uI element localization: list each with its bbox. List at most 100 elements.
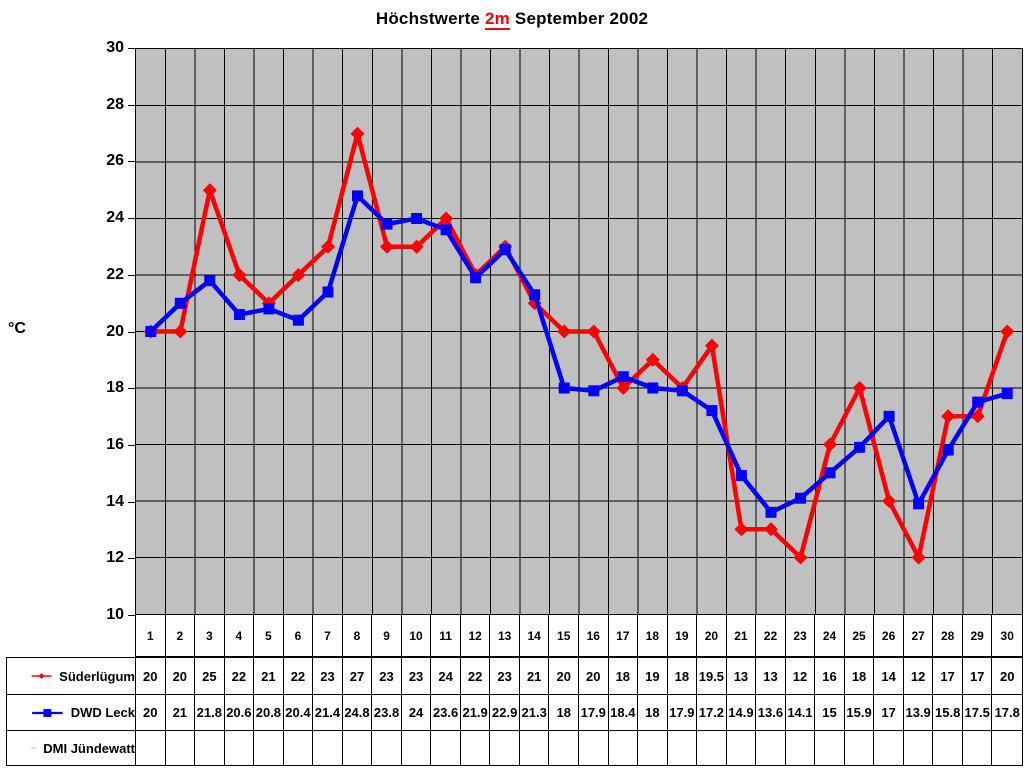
table-value-cell xyxy=(756,731,786,765)
table-value-cell xyxy=(284,731,314,765)
x-axis-day-row: 1 2 3 4 5 6 7 8 9 10 11 12 13 14 15 16 17 18 19 20 21 22 23 24 2… xyxy=(135,614,1023,657)
legend-series-name: DMI Jündewatt xyxy=(43,740,135,756)
table-value-cell xyxy=(520,731,550,765)
table-value-cell xyxy=(697,731,727,765)
y-tick-mark xyxy=(128,615,136,616)
table-value-cell xyxy=(490,731,520,765)
x-tick-label: 8 xyxy=(343,615,373,656)
x-tick-label: 10 xyxy=(402,615,432,656)
table-value-cell: 21.3 xyxy=(519,695,550,731)
x-tick-label: 21 xyxy=(727,615,757,656)
table-value-cell: 22 xyxy=(283,658,314,695)
table-value-cell: 25 xyxy=(195,658,225,695)
x-tick-label: 20 xyxy=(697,615,727,656)
y-tick-mark xyxy=(128,332,136,333)
table-value-cell xyxy=(815,731,845,765)
table-value-cell: 21.9 xyxy=(460,695,491,731)
table-value-cell: 23 xyxy=(372,658,402,695)
table-value-cell: 20 xyxy=(992,658,1022,695)
y-tick-label: 30 xyxy=(106,39,124,56)
y-tick-label: 24 xyxy=(106,209,124,226)
table-value-cell: 23 xyxy=(313,658,343,695)
table-value-cell: 20.8 xyxy=(254,695,284,731)
y-tick-mark xyxy=(128,218,136,219)
y-tick-label: 12 xyxy=(106,549,124,566)
table-value-cell: 24 xyxy=(431,658,461,695)
y-tick-mark xyxy=(128,502,136,503)
table-value-cell: 17.8 xyxy=(992,695,1022,731)
x-tick-label: 9 xyxy=(372,615,402,656)
table-value-cell xyxy=(461,731,491,765)
y-tick-label: 28 xyxy=(106,96,124,113)
table-value-cell: 19 xyxy=(638,658,668,695)
legend-series-name: DWD Leck xyxy=(70,705,135,720)
table-value-cell: 18 xyxy=(638,695,668,731)
series-square xyxy=(145,190,1013,518)
table-value-cell: 20.4 xyxy=(283,695,314,731)
x-tick-label: 11 xyxy=(431,615,461,656)
x-tick-label: 22 xyxy=(756,615,786,656)
table-value-cell: 21 xyxy=(165,695,196,731)
table-value-cell xyxy=(313,731,343,765)
table-value-cell: 14 xyxy=(874,658,904,695)
table-value-cell xyxy=(609,731,639,765)
x-tick-label: 27 xyxy=(904,615,934,656)
y-tick-label: 20 xyxy=(106,323,124,340)
legend-item: DMI Jündewatt xyxy=(7,731,136,765)
chart-title-highlight: 2m xyxy=(485,9,510,30)
x-tick-label: 3 xyxy=(195,615,225,656)
table-value-cell: 23 xyxy=(401,658,432,695)
series-diamond xyxy=(143,126,1015,565)
y-tick-mark xyxy=(128,48,136,49)
chart-title: Höchstwerte 2m September 2002 xyxy=(0,9,1024,30)
y-tick-mark xyxy=(128,105,136,106)
x-tick-label: 6 xyxy=(284,615,314,656)
x-tick-label: 4 xyxy=(225,615,255,656)
chart-title-part1: Höchstwerte xyxy=(375,9,486,28)
table-value-cell xyxy=(136,731,166,765)
y-tick-mark xyxy=(128,445,136,446)
x-tick-label: 12 xyxy=(461,615,491,656)
table-value-cell: 20 xyxy=(136,658,166,695)
table-value-cell: 21.4 xyxy=(313,695,343,731)
x-tick-label: 13 xyxy=(490,615,520,656)
table-value-cell: 17.2 xyxy=(697,695,727,731)
table-value-cell: 14.9 xyxy=(726,695,757,731)
table-value-cell: 18 xyxy=(844,658,875,695)
legend-square-marker-icon xyxy=(32,708,63,717)
table-value-cell xyxy=(992,731,1022,765)
table-value-cell xyxy=(402,731,432,765)
table-value-cell xyxy=(195,731,225,765)
legend-diamond-marker-icon xyxy=(31,673,52,679)
table-value-cell: 18 xyxy=(667,658,698,695)
table-value-cell: 20 xyxy=(136,695,166,731)
table-value-cell xyxy=(372,731,402,765)
table-value-cell xyxy=(727,731,757,765)
y-tick-label: 26 xyxy=(106,152,124,169)
y-tick-mark xyxy=(128,558,136,559)
table-value-cell xyxy=(638,731,668,765)
table-value-cell xyxy=(668,731,698,765)
table-value-cell: 24 xyxy=(401,695,432,731)
table-value-cell xyxy=(933,731,963,765)
x-tick-label: 16 xyxy=(579,615,609,656)
table-value-cell: 13 xyxy=(756,658,786,695)
x-tick-label: 15 xyxy=(549,615,579,656)
table-value-cell: 15 xyxy=(815,695,845,731)
y-tick-mark xyxy=(128,388,136,389)
y-tick-mark xyxy=(128,161,136,162)
plot-svg xyxy=(136,49,1022,614)
x-tick-label: 26 xyxy=(874,615,904,656)
y-tick-mark xyxy=(128,275,136,276)
table-value-cell: 17.9 xyxy=(578,695,609,731)
table-value-cell: 22 xyxy=(224,658,255,695)
table-value-cell: 21 xyxy=(254,658,284,695)
y-axis-unit-label: °C xyxy=(8,320,26,337)
y-tick-label: 22 xyxy=(106,266,124,283)
legend-triangle-marker-icon xyxy=(31,747,37,749)
table-value-cell xyxy=(786,731,816,765)
table-value-cell xyxy=(431,731,461,765)
table-value-cell xyxy=(874,731,904,765)
table-value-cell: 15.8 xyxy=(933,695,963,731)
